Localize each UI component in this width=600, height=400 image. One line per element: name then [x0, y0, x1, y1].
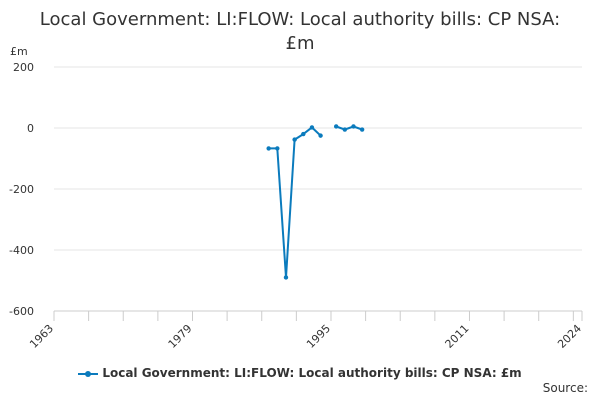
x-tick-label: 1963 [27, 322, 56, 351]
data-point [342, 127, 348, 132]
data-point [292, 137, 297, 142]
y-tick-label: -600 [9, 305, 34, 318]
data-point [318, 133, 323, 138]
y-axis-unit-label: £m [10, 45, 28, 58]
y-tick-label: 0 [27, 122, 34, 135]
data-point [309, 125, 315, 130]
data-point [351, 124, 356, 129]
chart-title-line-1: Local Government: LI:FLOW: Local authori… [39, 9, 561, 30]
legend-series-marker-icon [78, 369, 99, 379]
x-tick-label: 2024 [555, 322, 584, 351]
data-point [266, 146, 271, 151]
y-tick-label: -400 [9, 244, 34, 257]
legend-series-label: Local Government: LI:FLOW: Local authori… [102, 366, 522, 380]
chart-legend[interactable]: Local Government: LI:FLOW: Local authori… [0, 366, 600, 380]
chart-title: Local Government: LI:FLOW: Local authori… [0, 8, 600, 56]
source-label: Source: [542, 381, 588, 395]
chart-title-line-2: £m [285, 33, 315, 54]
x-tick-label: 1995 [304, 322, 333, 351]
data-point [275, 146, 280, 151]
data-point [333, 124, 339, 129]
data-point [359, 127, 365, 132]
x-tick-label: 2011 [443, 322, 472, 351]
y-tick-label: 200 [13, 61, 34, 74]
y-tick-label: -200 [9, 183, 34, 196]
data-point [283, 275, 289, 280]
series-line [335, 125, 363, 131]
data-point [301, 131, 306, 137]
x-tick-label: 1979 [166, 322, 195, 351]
